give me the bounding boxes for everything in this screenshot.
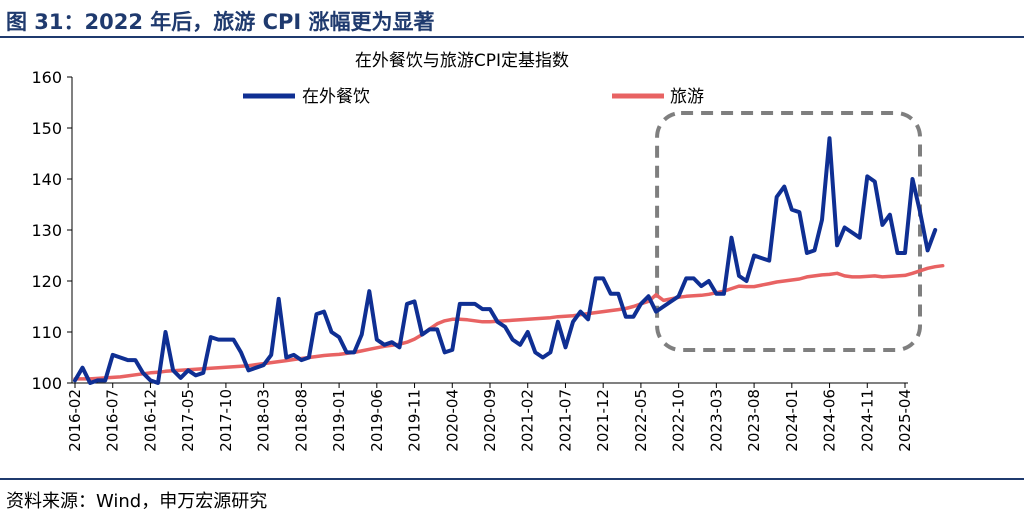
series-line-1 [73,136,938,385]
legend-label: 旅游 [670,87,704,107]
y-tick-label: 140 [31,170,62,189]
figure-title: 图 31：2022 年后，旅游 CPI 涨幅更为显著 [6,10,435,34]
title-rule [0,36,1024,38]
x-tick-label: 2020-09 [481,389,499,452]
source-rule [0,478,1024,480]
y-tick-label: 160 [31,68,62,87]
x-tick-label: 2019-11 [406,389,424,452]
y-tick-label: 130 [31,221,62,240]
chart-legend: 在外餐饮 旅游 [243,87,704,107]
y-tick-label: 100 [31,374,62,393]
source-note: 资料来源：Wind，申万宏源研究 [6,491,268,512]
line-chart: 在外餐饮与旅游CPI定基指数 在外餐饮 旅游 100 110 120 130 140 150… [31,51,945,452]
series-line-2 [73,263,945,381]
legend-label: 在外餐饮 [302,87,370,107]
x-tick-label: 2021-12 [594,389,612,452]
x-tick-label: 2016-07 [104,389,122,452]
highlight-box [655,111,922,352]
x-tick-label: 2021-07 [556,389,574,452]
x-tick-label: 2024-01 [783,389,801,452]
x-tick-label: 2017-05 [179,389,197,452]
x-tick-label: 2017-10 [217,389,235,452]
x-tick-label: 2024-11 [858,389,876,452]
x-tick-label: 2016-12 [141,389,159,452]
x-tick-label: 2018-08 [292,389,310,452]
x-tick-label: 2020-04 [443,389,461,452]
x-tick-label: 2025-04 [896,389,914,452]
y-tick-label: 120 [31,272,62,291]
x-tick-label: 2023-03 [707,389,725,452]
x-tick-label: 2021-02 [519,389,537,452]
y-tick-label: 150 [31,119,62,138]
y-tick-label: 110 [31,323,62,342]
x-tick-label: 2023-08 [745,389,763,452]
x-tick-label: 2019-01 [330,389,348,452]
x-tick-label: 2022-05 [632,389,650,452]
x-tick-label: 2019-06 [368,389,386,452]
x-tick-label: 2018-03 [255,389,273,452]
x-tick-label: 2024-06 [821,389,839,452]
x-tick-label: 2016-02 [66,389,84,452]
x-tick-label: 2022-10 [670,389,688,452]
chart-title: 在外餐饮与旅游CPI定基指数 [355,51,569,71]
